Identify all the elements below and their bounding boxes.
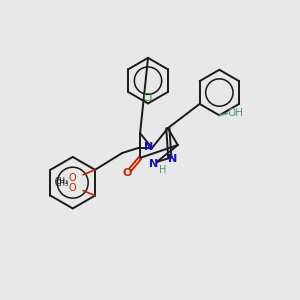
- Text: OH: OH: [227, 108, 243, 118]
- Text: CH₃: CH₃: [54, 179, 68, 188]
- Text: N: N: [149, 159, 159, 169]
- Text: Cl: Cl: [143, 94, 153, 103]
- Text: N: N: [144, 142, 154, 152]
- Text: O: O: [68, 183, 76, 193]
- Text: O: O: [122, 168, 132, 178]
- Text: H: H: [159, 165, 167, 175]
- Text: CH₃: CH₃: [54, 177, 68, 186]
- Text: O: O: [68, 173, 76, 183]
- Text: N: N: [168, 154, 177, 164]
